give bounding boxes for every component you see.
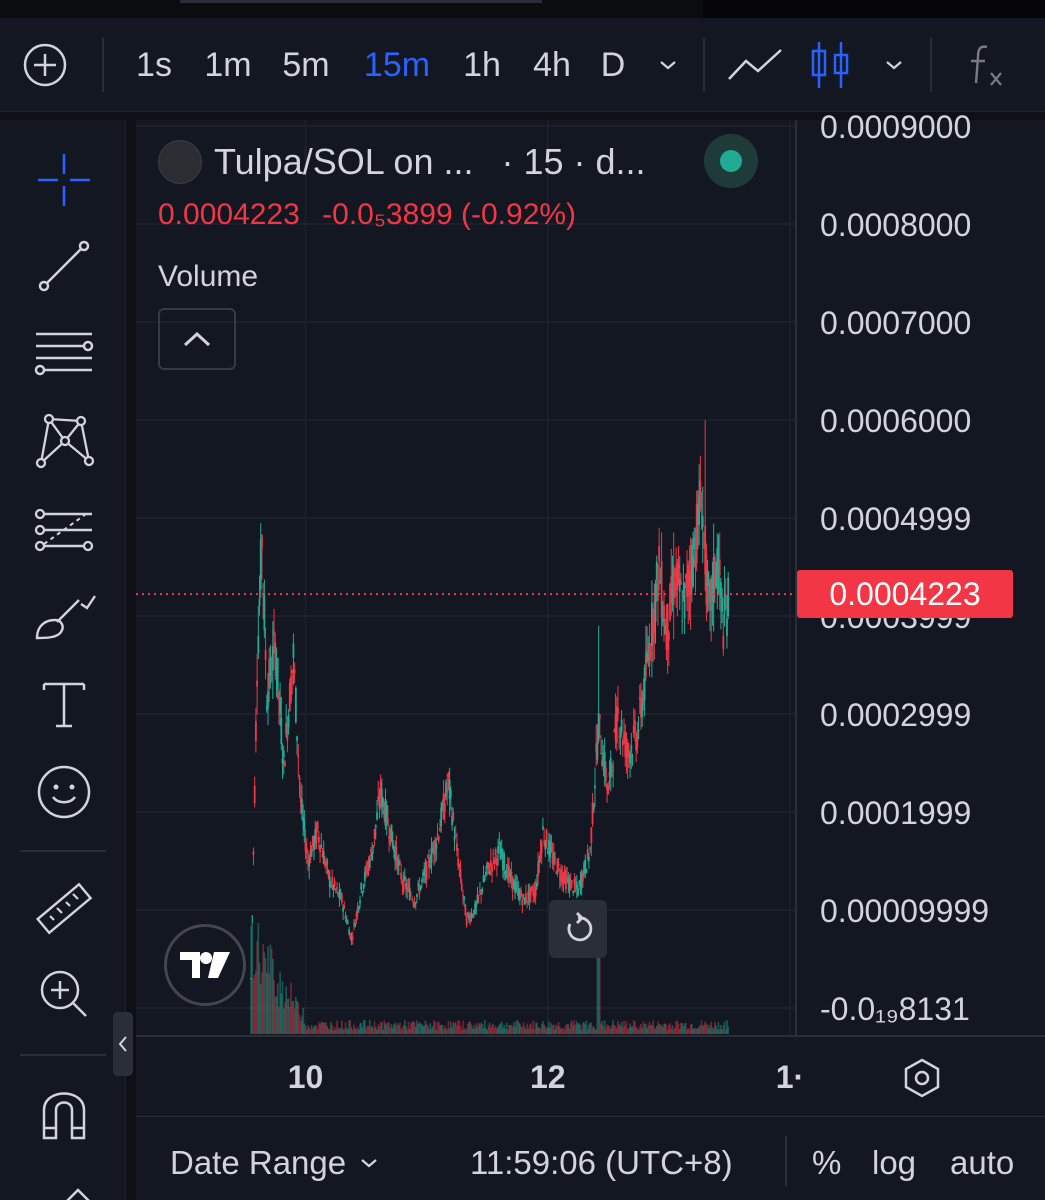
auto-scale-toggle[interactable]: auto	[950, 1144, 1015, 1181]
token-logo	[158, 140, 202, 184]
top-toolbar: 1s 1m 5m 15m 1h 4h D	[0, 18, 1045, 112]
symbol-name[interactable]: Tulpa/SOL on ...	[214, 141, 474, 182]
legend-price-line: 0.0004223 -0.0₅3899 (-0.92%)	[158, 198, 646, 232]
zoom-in-icon[interactable]	[26, 956, 102, 1032]
brush-icon[interactable]	[26, 578, 102, 654]
tradingview-logo-icon[interactable]	[164, 924, 246, 1006]
candlestick-icon[interactable]	[804, 18, 856, 112]
clock-timezone[interactable]: 11:59:06 (UTC+8)	[470, 1144, 733, 1181]
collapse-legend-button[interactable]	[158, 308, 236, 370]
bottom-divider	[785, 1136, 787, 1186]
system-top-strip	[0, 0, 1045, 18]
market-status-dot[interactable]	[704, 134, 758, 188]
line-chart-icon[interactable]	[724, 18, 786, 112]
percent-scale-toggle[interactable]: %	[812, 1144, 842, 1181]
fib-levels-icon[interactable]	[26, 492, 102, 568]
last-price-label: 0.0004223	[797, 570, 1013, 619]
date-range-selector[interactable]: Date Range	[170, 1128, 380, 1198]
drawing-tools-sidebar	[0, 120, 126, 1200]
plus-circle-icon[interactable]	[18, 18, 72, 112]
toolbar-divider	[703, 38, 705, 92]
emoji-icon[interactable]	[26, 754, 102, 830]
toolbar-divider	[930, 38, 932, 92]
rotate-icon	[567, 912, 593, 942]
pattern-icon[interactable]	[26, 402, 102, 478]
collapse-sidebar-button[interactable]	[113, 1012, 133, 1076]
chevron-down-icon[interactable]	[876, 18, 912, 112]
interval-d[interactable]: D	[600, 45, 626, 84]
chart-legend: Tulpa/SOL on ... · 15 · d... 0.0004223 -…	[158, 138, 646, 370]
chevron-down-icon[interactable]	[650, 18, 686, 112]
interval-4h[interactable]: 4h	[533, 45, 571, 84]
fx-icon[interactable]	[962, 18, 1010, 112]
chevron-down-icon	[361, 1159, 377, 1168]
sidebar-divider	[20, 850, 106, 852]
horizontal-lines-icon[interactable]	[26, 316, 102, 392]
legend-last-price: 0.0004223	[158, 198, 300, 231]
top-tab-indicator	[180, 0, 542, 3]
crosshair-icon[interactable]	[26, 142, 102, 218]
text-icon[interactable]	[26, 666, 102, 742]
date-range-label: Date Range	[170, 1144, 347, 1181]
interval-15m[interactable]: 15m	[363, 45, 431, 84]
log-scale-toggle[interactable]: log	[872, 1144, 917, 1181]
pencil-icon[interactable]	[26, 1164, 102, 1200]
chevron-up-icon	[183, 331, 211, 347]
bottom-toolbar	[136, 1116, 1045, 1200]
volume-label: Volume	[158, 260, 259, 293]
toolbar-divider	[102, 38, 104, 92]
interval-exchange-label: · 15 · d...	[501, 141, 646, 182]
chart-pane[interactable]	[136, 120, 1045, 1200]
magnet-icon[interactable]	[26, 1076, 102, 1152]
settings-hexagon-icon[interactable]	[896, 1052, 948, 1104]
interval-5m[interactable]: 5m	[282, 45, 330, 84]
sidebar-divider	[20, 1054, 106, 1056]
legend-change: -0.0₅3899 (-0.92%)	[322, 198, 577, 231]
ruler-icon[interactable]	[26, 872, 102, 948]
trend-line-icon[interactable]	[26, 228, 102, 304]
interval-1m[interactable]: 1m	[204, 45, 252, 84]
reset-chart-button[interactable]	[549, 900, 607, 958]
interval-1h[interactable]: 1h	[463, 45, 501, 84]
interval-1s[interactable]: 1s	[136, 45, 172, 84]
top-dark-region	[703, 0, 1045, 18]
